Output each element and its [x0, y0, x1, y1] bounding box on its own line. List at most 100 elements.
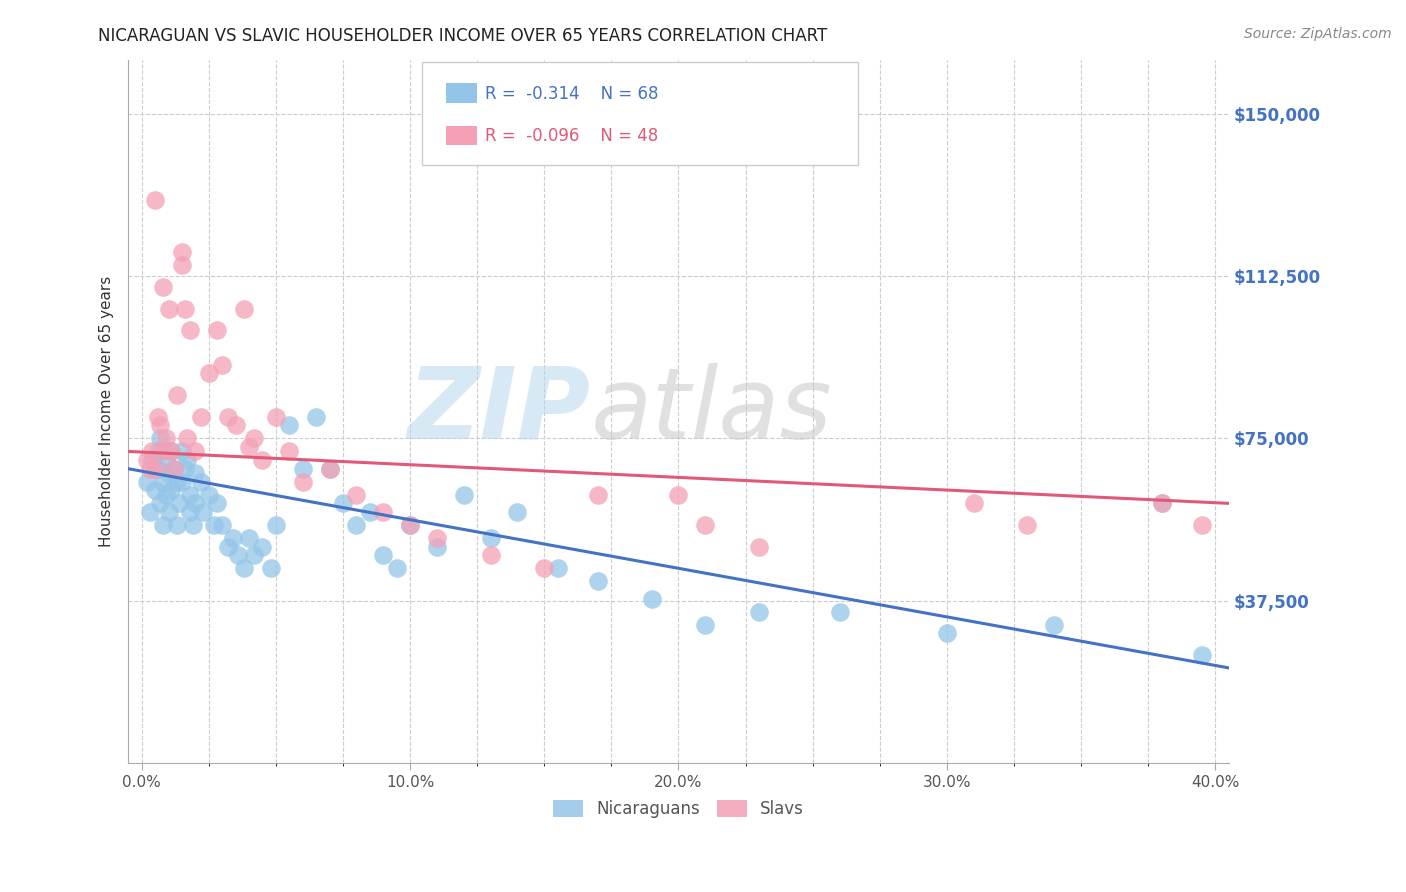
Point — [143, 483, 166, 498]
Point — [146, 409, 169, 424]
Point — [166, 518, 188, 533]
Point — [748, 605, 770, 619]
Point — [184, 466, 207, 480]
Point — [211, 518, 233, 533]
Point — [259, 561, 281, 575]
Point — [291, 461, 314, 475]
Point — [166, 388, 188, 402]
Point — [1150, 496, 1173, 510]
Point — [190, 409, 212, 424]
Point — [278, 444, 301, 458]
Point — [399, 518, 422, 533]
Point — [141, 453, 163, 467]
Text: atlas: atlas — [591, 363, 832, 460]
Text: ZIP: ZIP — [408, 363, 591, 460]
Point — [586, 574, 609, 589]
Point — [173, 301, 195, 316]
Point — [533, 561, 555, 575]
Point — [155, 432, 177, 446]
Point — [344, 488, 367, 502]
Point — [640, 591, 662, 606]
Point — [184, 496, 207, 510]
Point — [143, 461, 166, 475]
Point — [399, 518, 422, 533]
Point — [232, 301, 254, 316]
Point — [170, 245, 193, 260]
Point — [157, 466, 180, 480]
Point — [141, 444, 163, 458]
Point — [152, 280, 174, 294]
Point — [332, 496, 354, 510]
Point — [225, 418, 247, 433]
Point — [217, 409, 239, 424]
Point — [278, 418, 301, 433]
Point — [155, 453, 177, 467]
Point — [163, 461, 186, 475]
Point — [1191, 648, 1213, 662]
Point — [149, 432, 172, 446]
Point — [479, 531, 502, 545]
Point — [373, 549, 395, 563]
Point — [160, 483, 183, 498]
Text: R =  -0.096    N = 48: R = -0.096 N = 48 — [485, 128, 658, 145]
Point — [157, 505, 180, 519]
Point — [149, 418, 172, 433]
Point — [152, 518, 174, 533]
Point — [479, 549, 502, 563]
Text: R =  -0.314    N = 68: R = -0.314 N = 68 — [485, 85, 658, 103]
Point — [184, 444, 207, 458]
Point — [170, 258, 193, 272]
Point — [426, 531, 449, 545]
Point — [748, 540, 770, 554]
Point — [149, 496, 172, 510]
Point — [152, 444, 174, 458]
Point — [1191, 518, 1213, 533]
Point — [359, 505, 381, 519]
Legend: Nicaraguans, Slavs: Nicaraguans, Slavs — [547, 794, 811, 825]
Point — [170, 475, 193, 489]
Point — [668, 488, 690, 502]
Point — [217, 540, 239, 554]
Point — [238, 531, 260, 545]
Point — [170, 444, 193, 458]
Point — [506, 505, 529, 519]
Point — [318, 461, 340, 475]
Point — [146, 444, 169, 458]
Point — [243, 432, 266, 446]
Point — [173, 461, 195, 475]
Point — [160, 444, 183, 458]
Point — [1043, 617, 1066, 632]
Point — [695, 518, 717, 533]
Point — [202, 518, 225, 533]
Point — [318, 461, 340, 475]
Point — [238, 440, 260, 454]
Point — [136, 453, 159, 467]
Point — [226, 549, 249, 563]
Point — [385, 561, 408, 575]
Point — [373, 505, 395, 519]
Point — [179, 488, 201, 502]
Point — [167, 496, 190, 510]
Point — [935, 626, 957, 640]
Point — [160, 444, 183, 458]
Point — [963, 496, 986, 510]
Point — [166, 475, 188, 489]
Point — [205, 323, 228, 337]
Point — [1150, 496, 1173, 510]
Text: Source: ZipAtlas.com: Source: ZipAtlas.com — [1244, 27, 1392, 41]
Point — [152, 475, 174, 489]
Point — [176, 453, 198, 467]
Point — [138, 505, 160, 519]
Point — [695, 617, 717, 632]
Point — [243, 549, 266, 563]
Point — [232, 561, 254, 575]
Point — [222, 531, 245, 545]
Point — [197, 367, 219, 381]
Point — [828, 605, 851, 619]
Point — [305, 409, 328, 424]
Point — [190, 475, 212, 489]
Point — [547, 561, 569, 575]
Point — [181, 518, 204, 533]
Y-axis label: Householder Income Over 65 years: Householder Income Over 65 years — [100, 276, 114, 547]
Point — [453, 488, 475, 502]
